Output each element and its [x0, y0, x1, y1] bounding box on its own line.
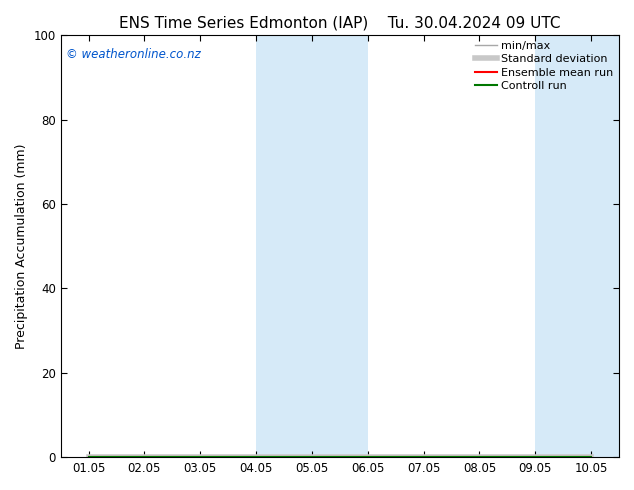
- Text: © weatheronline.co.nz: © weatheronline.co.nz: [66, 48, 201, 61]
- Y-axis label: Precipitation Accumulation (mm): Precipitation Accumulation (mm): [15, 144, 28, 349]
- Legend: min/max, Standard deviation, Ensemble mean run, Controll run: min/max, Standard deviation, Ensemble me…: [474, 41, 614, 91]
- Bar: [256, 35, 368, 457]
- Bar: [535, 35, 630, 457]
- Title: ENS Time Series Edmonton (IAP)    Tu. 30.04.2024 09 UTC: ENS Time Series Edmonton (IAP) Tu. 30.04…: [119, 15, 560, 30]
